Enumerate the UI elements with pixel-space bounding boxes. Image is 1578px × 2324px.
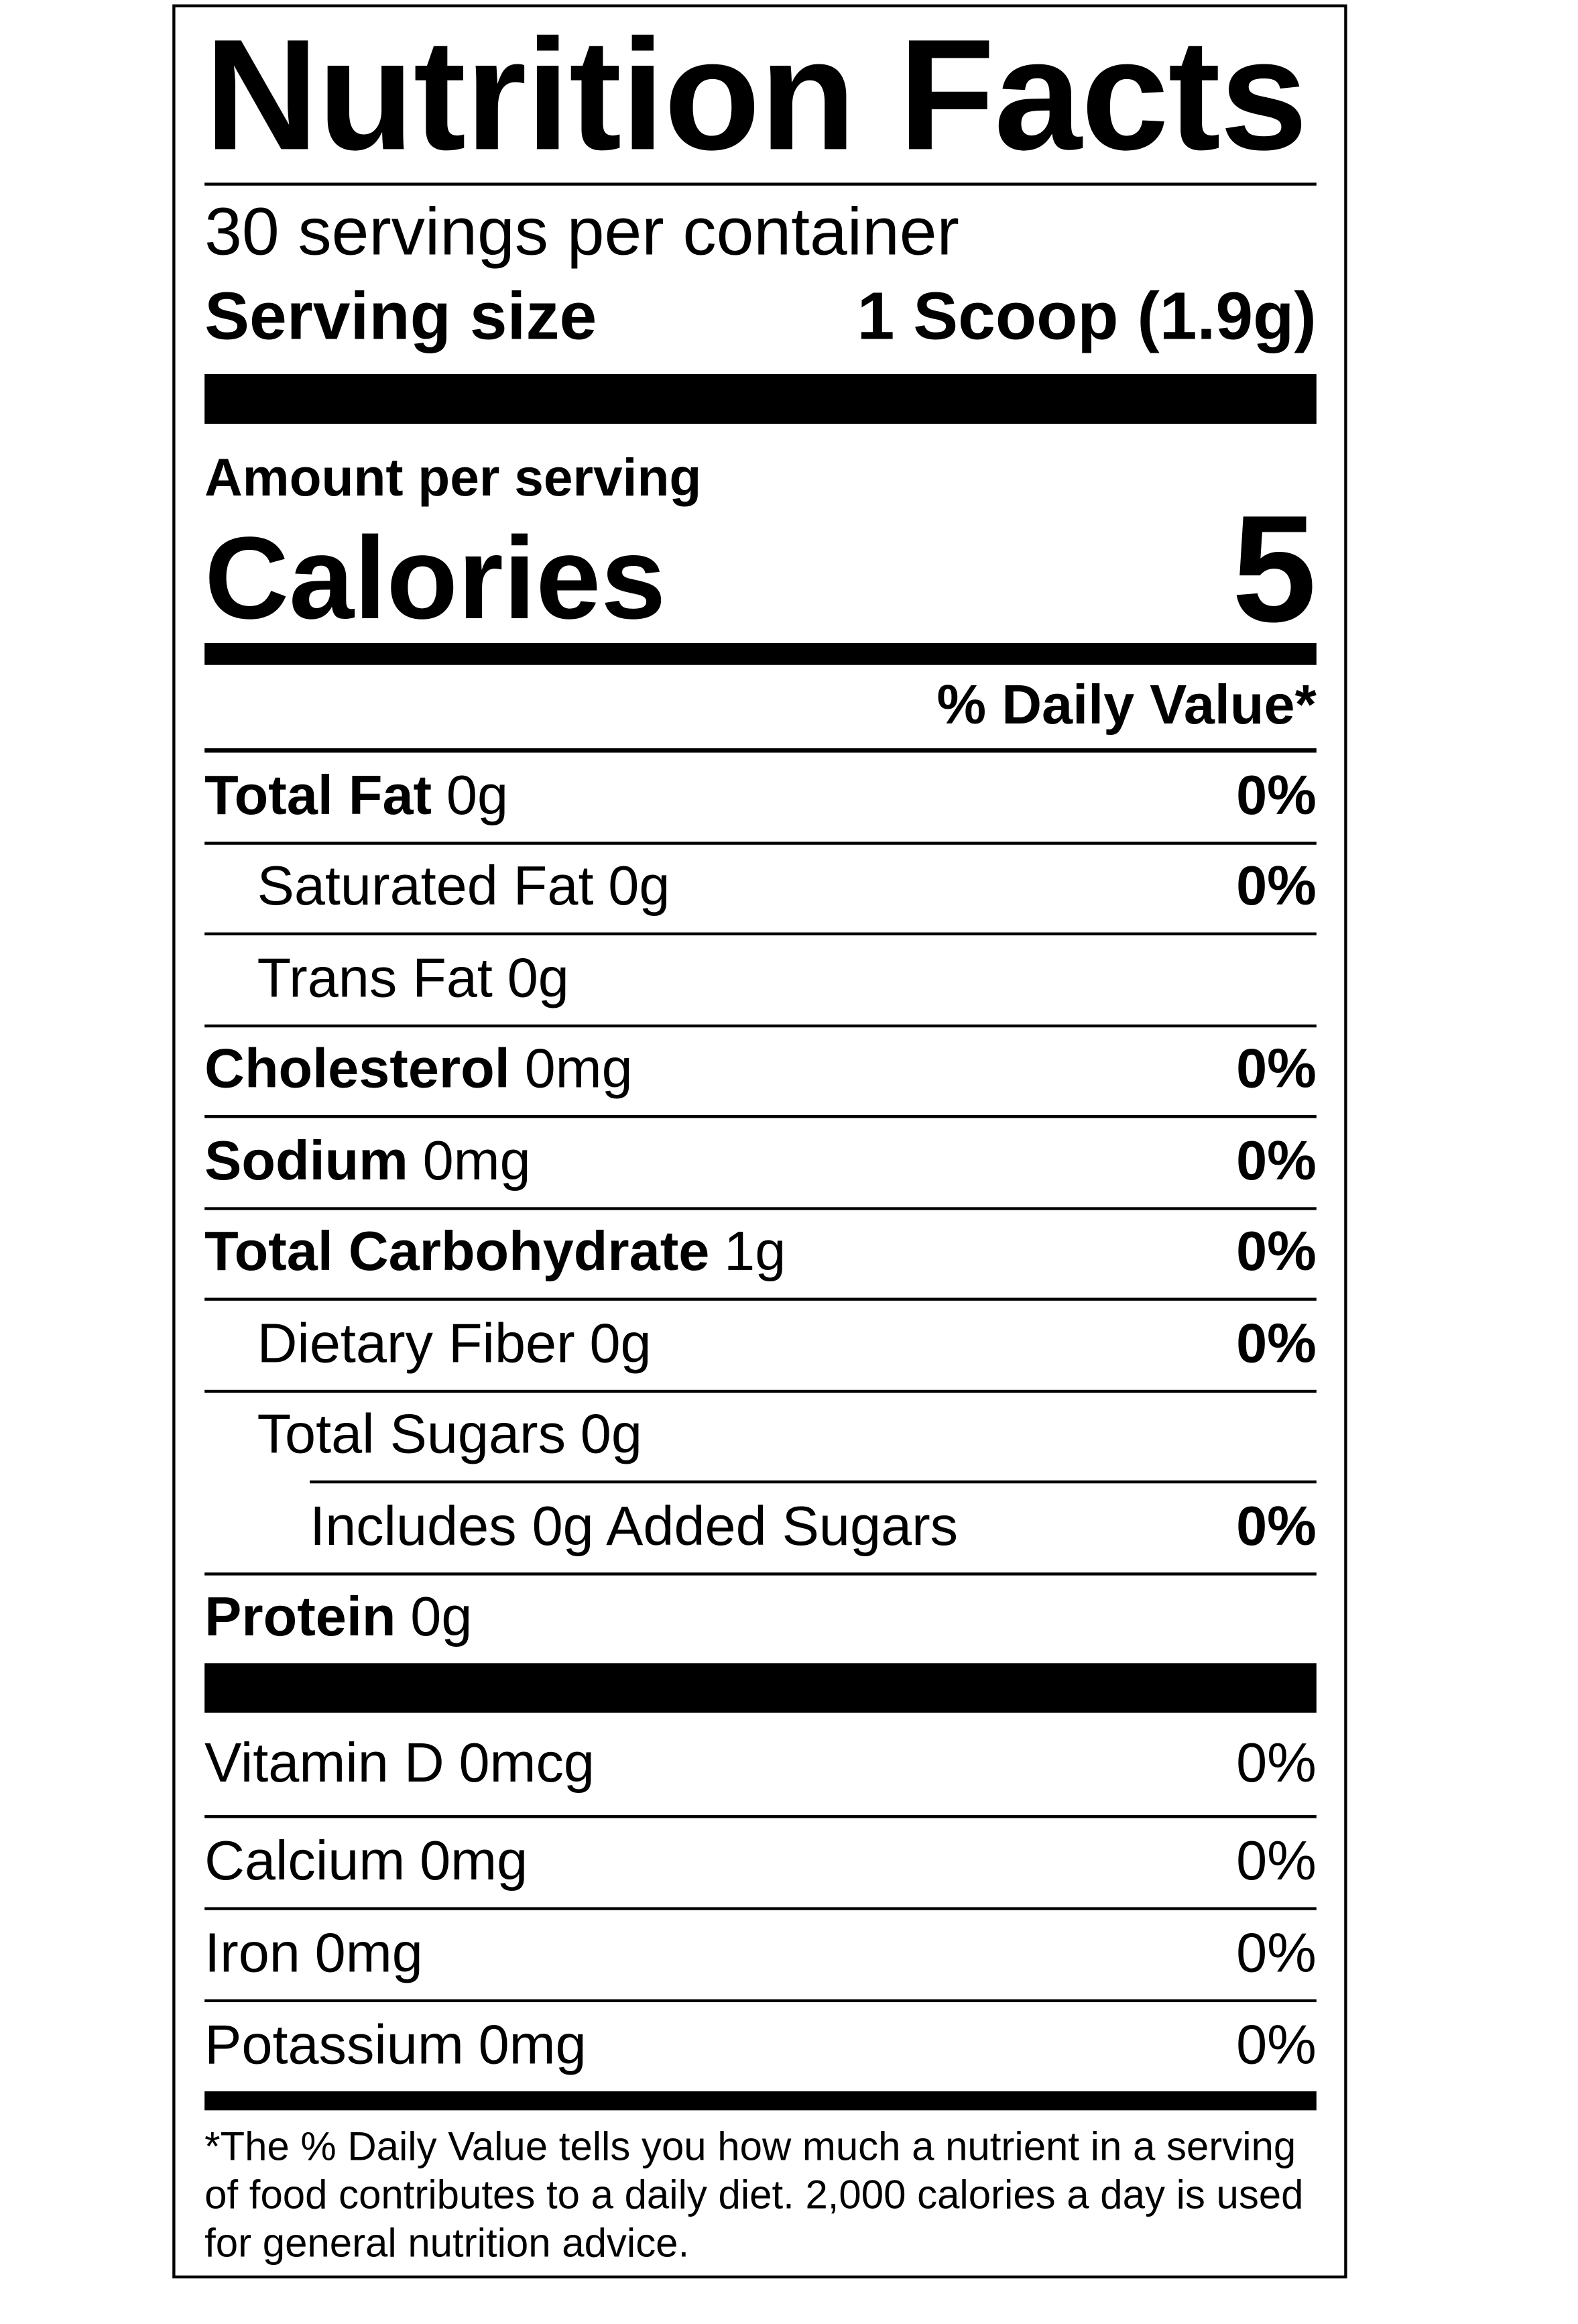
thick-rule	[204, 1663, 1317, 1713]
nutrient-name: Total Fat	[204, 765, 432, 827]
daily-value: 0%	[1236, 1496, 1317, 1558]
nutrient-row: Includes 0g Added Sugars 0%	[310, 1480, 1317, 1572]
nutrient-label: Total Fat 0g	[204, 766, 508, 829]
vitamin-amount: 0mg	[314, 1923, 423, 1985]
nutrient-row: Saturated Fat 0g 0%	[204, 841, 1317, 932]
nutrient-row: Total Carbohydrate 1g 0%	[204, 1206, 1317, 1297]
amount-per-serving: Amount per serving	[204, 447, 702, 508]
vitamin-row: Potassium 0mg 0%	[204, 1999, 1317, 2091]
servings: 30 servings per container	[204, 192, 959, 270]
medium-rule	[204, 2091, 1317, 2111]
daily-value: 0%	[1236, 1732, 1317, 1794]
nutrient-row: Trans Fat 0g	[204, 932, 1317, 1024]
nutrient-amount: 0g	[608, 856, 670, 919]
calories-label: Calories	[204, 513, 666, 644]
daily-value: 0%	[1236, 1039, 1317, 1101]
daily-value: 0%	[1236, 1222, 1317, 1284]
daily-value-header: % Daily Value*	[204, 665, 1317, 753]
nutrient-label: Total Carbohydrate 1g	[204, 1222, 786, 1285]
nutrient-label: Cholesterol 0mg	[204, 1039, 633, 1102]
nutrient-name: Protein	[204, 1587, 396, 1649]
nutrient-row: Cholesterol 0mg 0%	[204, 1023, 1317, 1115]
nutrient-name: Sodium	[204, 1130, 408, 1193]
title: Nutrition Facts	[204, 7, 1317, 186]
daily-value: 0%	[1236, 1130, 1317, 1193]
nutrient-name: Total Sugars	[257, 1405, 566, 1466]
nutrient-name: Cholesterol	[204, 1039, 510, 1101]
nutrient-amount: 0g	[580, 1405, 642, 1466]
nutrient-label: Sodium 0mg	[204, 1130, 531, 1194]
daily-value: 0%	[1236, 856, 1317, 919]
nutrient-name: Saturated Fat	[257, 856, 594, 919]
nutrient-amount: 0mg	[524, 1039, 633, 1101]
vitamin-amount: 0mg	[478, 2015, 587, 2077]
nutrient-label: Saturated Fat 0g	[257, 857, 670, 920]
vitamin-label: Vitamin D 0mcg	[204, 1733, 595, 1796]
nutrient-amount: 0g	[410, 1587, 473, 1649]
vitamin-label: Iron 0mg	[204, 1923, 423, 1986]
nutrient-amount: 1g	[724, 1222, 786, 1284]
vitamin-name: Calcium	[204, 1831, 406, 1893]
vitamin-name: Potassium	[204, 2015, 464, 2077]
vitamin-label: Calcium 0mg	[204, 1831, 528, 1894]
nutrient-amount: 0g	[507, 948, 569, 1010]
nutrient-label: Protein 0g	[204, 1588, 472, 1651]
nutrient-name: Includes 0g Added Sugars	[310, 1496, 959, 1558]
nutrient-amount: 0g	[589, 1313, 652, 1375]
nutrient-row: Total Fat 0g 0%	[204, 752, 1317, 841]
vitamin-name: Iron	[204, 1923, 300, 1985]
vitamin-label: Potassium 0mg	[204, 2016, 587, 2079]
daily-value: 0%	[1236, 765, 1317, 827]
nutrition-label: Nutrition Facts 30 servings per containe…	[172, 4, 1347, 2278]
daily-value: 0%	[1236, 1923, 1317, 1985]
nutrient-row: Dietary Fiber 0g 0%	[204, 1297, 1317, 1389]
daily-value: 0%	[1236, 1831, 1317, 1893]
vitamin-name: Vitamin D	[204, 1732, 444, 1794]
thick-rule	[204, 373, 1317, 424]
vitamin-row: Vitamin D 0mcg 0%	[204, 1712, 1317, 1815]
nutrient-label: Includes 0g Added Sugars	[310, 1496, 958, 1559]
nutrient-row: Total Sugars 0g	[204, 1389, 1317, 1480]
nutrient-label: Dietary Fiber 0g	[257, 1314, 652, 1377]
vitamin-amount: 0mcg	[459, 1732, 595, 1794]
nutrient-name: Total Carbohydrate	[204, 1222, 710, 1284]
nutrient-name: Dietary Fiber	[257, 1313, 575, 1375]
vitamin-amount: 0mg	[420, 1831, 528, 1893]
serving-size: Serving size 1 Scoop (1.9g)	[204, 274, 1317, 358]
nutrient-row: Protein 0g	[204, 1572, 1317, 1663]
nutrient-label: Trans Fat 0g	[257, 948, 569, 1011]
nutrient-list: Total Fat 0g 0% Saturated Fat 0g 0% Trans Fat 0…	[204, 752, 1317, 1663]
medium-rule	[204, 643, 1317, 665]
nutrient-row: Sodium 0mg 0%	[204, 1115, 1317, 1206]
serving-size-value: 1 Scoop (1.9g)	[857, 278, 1317, 354]
nutrient-amount: 0g	[446, 765, 509, 827]
serving-size-label: Serving size	[204, 278, 597, 354]
daily-value: 0%	[1236, 1313, 1317, 1375]
daily-value: 0%	[1236, 2015, 1317, 2077]
nutrient-name: Trans Fat	[257, 948, 493, 1010]
nutrient-label: Total Sugars 0g	[257, 1405, 642, 1468]
footnote: *The % Daily Value tells you how much a …	[204, 2123, 1304, 2266]
nutrient-amount: 0mg	[422, 1130, 531, 1193]
calories-value: 5	[1231, 485, 1317, 655]
vitamin-list: Vitamin D 0mcg 0% Calcium 0mg 0% Iron 0mg 0% Pota…	[204, 1712, 1317, 2091]
vitamin-row: Calcium 0mg 0%	[204, 1815, 1317, 1907]
calories: Calories 5	[204, 494, 1317, 646]
vitamin-row: Iron 0mg 0%	[204, 1907, 1317, 1999]
